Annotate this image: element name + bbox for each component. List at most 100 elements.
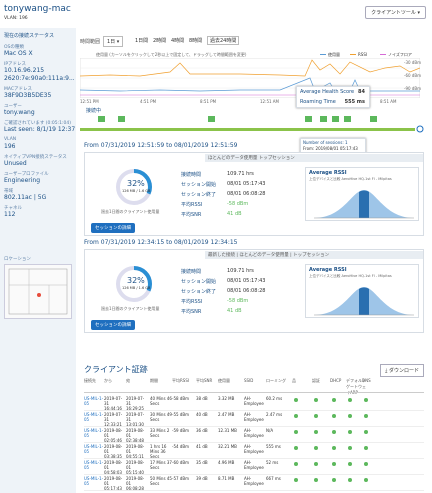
- session-button[interactable]: セッションの詳細: [91, 320, 135, 330]
- column-header: SSID: [244, 378, 254, 383]
- status-dot: [314, 478, 318, 482]
- field-value: 2620:7e:90a0:111a:9...: [4, 75, 75, 82]
- subtitle: VLAN: 196: [4, 16, 28, 21]
- table-cell: -54 dBm: [172, 444, 189, 449]
- x-tick-label: 12:51 PM: [80, 99, 99, 104]
- field-label: ご確認されています (0:05:1:04): [4, 121, 72, 126]
- y2-tick-label: -30 dBm: [404, 60, 421, 65]
- status-dot: [294, 398, 298, 402]
- download-label: ダウンロード: [388, 368, 419, 374]
- donut-value: 32%: [127, 276, 145, 285]
- donut-sub: 126 MB / 1.6 GB: [122, 189, 151, 193]
- panel-tabs[interactable]: 最新した接続 | ほとんどのデータ使用量 | トップセッション: [205, 251, 423, 259]
- stat-value: -58 dBm: [227, 298, 249, 304]
- status-dot: [294, 446, 298, 450]
- table-cell: 17 Mins 37 Secs: [150, 460, 172, 470]
- floor-map[interactable]: [4, 264, 72, 319]
- legend-label: RSSI: [358, 52, 368, 57]
- status-dot: [332, 446, 336, 450]
- table-cell: 41 dB: [196, 444, 208, 449]
- column-header: 接続先: [84, 378, 96, 383]
- range-option[interactable]: 4時間: [171, 38, 185, 44]
- column-header: 品: [292, 378, 296, 383]
- rssi-curve: [314, 186, 414, 220]
- field-value: Unused: [4, 160, 27, 167]
- tool-button-label: クライアントツール: [371, 10, 416, 16]
- download-button[interactable]: ⤓ ダウンロード: [380, 364, 424, 377]
- field-value: Last seen: 8/1/19 12:37: [4, 126, 76, 133]
- row-rule: [84, 410, 424, 411]
- table-cell: 2019-08-01 06:08:28: [126, 476, 145, 491]
- field-label: ネイティブVPN接続ステータス: [4, 155, 67, 160]
- table-cell: 39 dB: [196, 476, 208, 481]
- status-dot: [364, 446, 368, 450]
- table-cell[interactable]: US-MIL-1-05: [84, 428, 104, 438]
- rssi-curve: [314, 283, 414, 317]
- table-cell[interactable]: US-MIL-1-05: [84, 444, 104, 454]
- location-label: ロケーション: [4, 256, 31, 262]
- status-dot: [348, 398, 352, 402]
- sidebar: 現在の接続ステータス OSの種類 Mac OS X IPアドレス 10.16.96.2…: [0, 28, 76, 493]
- table-cell: 2019-08-01 02:05:46: [104, 428, 123, 443]
- range-option[interactable]: 過去24時間: [207, 36, 240, 45]
- stat-value: 109.71 hrs: [227, 171, 254, 177]
- column-header: 宛: [126, 378, 130, 383]
- table-cell[interactable]: US-MIL-1-05: [84, 476, 104, 486]
- range-option[interactable]: 1日間: [135, 38, 149, 44]
- status-dot: [348, 414, 352, 418]
- stat-label: 平均SNR: [181, 212, 202, 218]
- stat-label: セッション終了: [181, 192, 217, 198]
- status-dot: [332, 398, 336, 402]
- status-dot: [294, 414, 298, 418]
- status-dot: [348, 446, 352, 450]
- table-cell[interactable]: US-MIL-1-05: [84, 460, 104, 470]
- status-dot: [294, 430, 298, 434]
- field-label: VLAN: [4, 137, 17, 142]
- legend-label: 使用量: [328, 52, 340, 57]
- table-cell[interactable]: US-MIL-1-05: [84, 412, 104, 422]
- field-label: MACアドレス: [4, 87, 33, 92]
- legend-swatch: [320, 54, 326, 55]
- status-dot: [332, 414, 336, 418]
- table-cell: 3.32 MB: [218, 396, 235, 401]
- table-cell[interactable]: US-MIL-1-05: [84, 396, 104, 406]
- status-dot: [314, 446, 318, 450]
- table-cell: 2019-07-31 16:44:16: [104, 396, 123, 411]
- column-header: 期間: [150, 378, 158, 383]
- stat-value: 08/01 05:17:43: [227, 278, 266, 284]
- health-value: 84: [358, 89, 365, 95]
- range-option[interactable]: 2時間: [153, 38, 167, 44]
- donut-ring: [116, 266, 152, 302]
- field-label: 帯域: [4, 189, 13, 194]
- field-value: 802.11ac | 5G: [4, 194, 47, 201]
- session-button[interactable]: セッションの詳細: [91, 223, 135, 233]
- panel-tabs[interactable]: ほとんどのデータ使用量 トップセッション: [205, 154, 423, 162]
- table-cell: -57 dBm: [172, 476, 189, 481]
- table-cell: 33 Mins 2 Secs: [150, 428, 170, 438]
- session-panel: 最新した接続 | ほとんどのデータ使用量 | トップセッション 32% 126 MB…: [84, 249, 424, 333]
- status-dot: [314, 462, 318, 466]
- table-cell: 4.96 MB: [218, 460, 235, 465]
- status-dot: [332, 430, 336, 434]
- track-label: 接続中: [86, 108, 102, 114]
- field-label: IPアドレス: [4, 62, 27, 67]
- rssi-title: Average RSSI: [309, 267, 347, 273]
- stat-label: 接続時間: [181, 269, 202, 275]
- stat-label: セッション開始: [181, 182, 217, 188]
- stat-label: セッション終了: [181, 289, 217, 295]
- tooltip-line: From: 2019/08/01 05:17:43: [303, 146, 358, 151]
- table-cell: AH-Employee: [244, 444, 264, 454]
- bell-curve: [314, 287, 414, 316]
- x-tick-label: 8:51 AM: [380, 99, 397, 104]
- tool-button[interactable]: クライアントツール ▾: [365, 6, 426, 19]
- column-header: 平均SNR: [196, 378, 213, 383]
- stat-value: -58 dBm: [227, 201, 249, 207]
- range-select[interactable]: 1日 ▾: [103, 36, 124, 47]
- stat-value: 41 dB: [227, 211, 242, 217]
- stat-label: 平均RSSI: [181, 202, 203, 208]
- range-option[interactable]: 8時間: [189, 38, 203, 44]
- table-cell: 8.71 MB: [218, 476, 235, 481]
- status-dot: [364, 430, 368, 434]
- status-dot: [348, 462, 352, 466]
